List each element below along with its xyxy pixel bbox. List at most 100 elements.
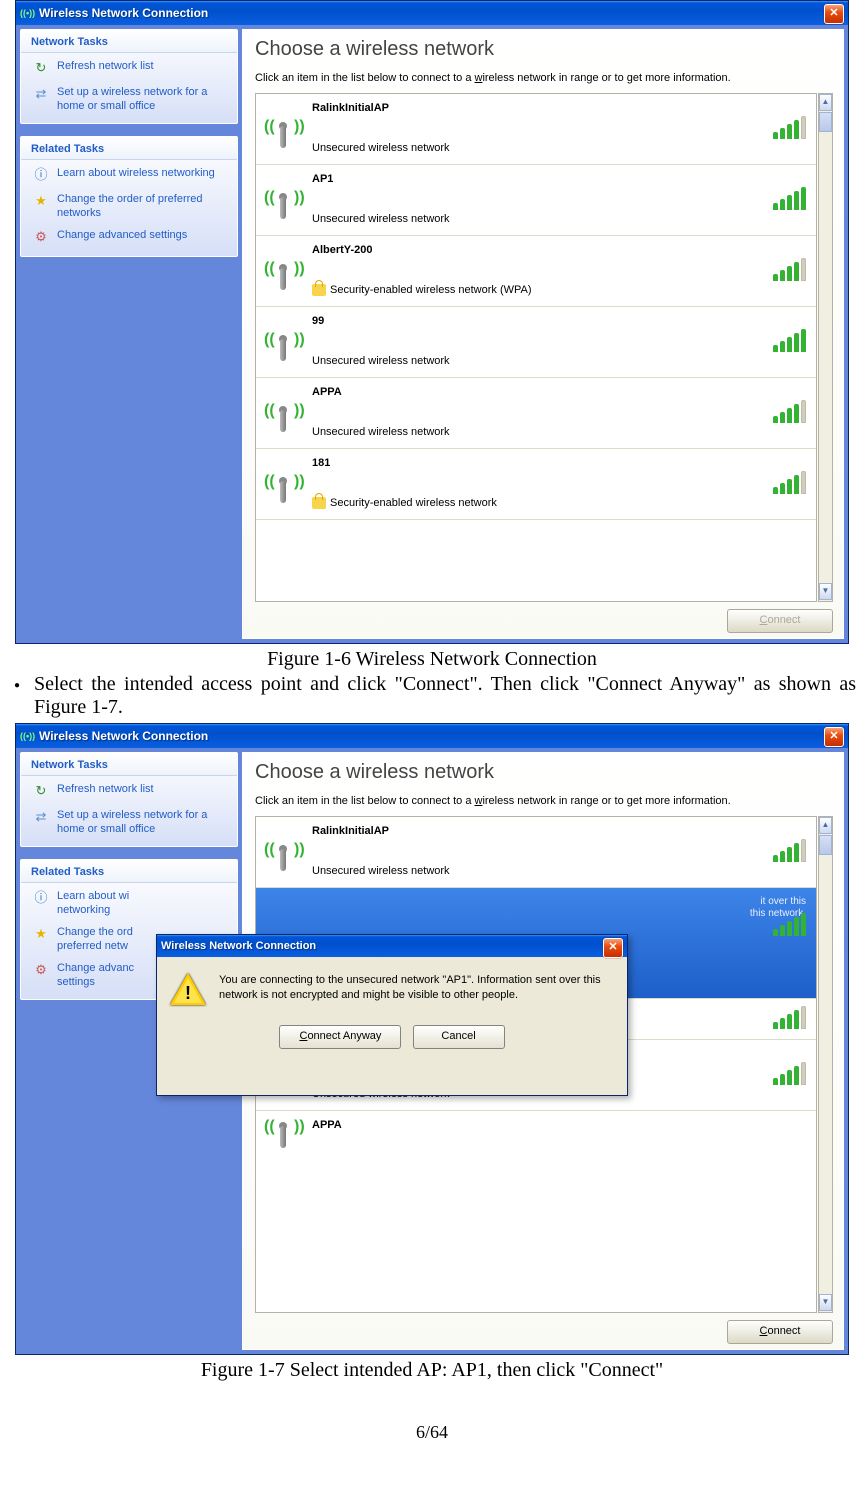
- wifi-icon: (()): [262, 392, 304, 434]
- scroll-up-button[interactable]: ▲: [819, 94, 832, 111]
- btn-rest: onnect: [767, 614, 800, 626]
- network-security: Security-enabled wireless network (WPA): [312, 284, 810, 296]
- dialog-titlebar[interactable]: Wireless Network Connection ✕: [157, 935, 627, 957]
- main-heading: Choose a wireless network: [255, 38, 833, 61]
- dialog-buttons: Connect Anyway Cancel: [157, 1017, 627, 1061]
- wireless-titlebar-icon: ((•)): [20, 6, 34, 20]
- sidebar-item-label: Set up a wireless network for a home or …: [57, 808, 229, 836]
- signal-strength-icon: [773, 916, 806, 936]
- sidebar-item-label: Refresh network list: [57, 782, 154, 796]
- btn-rest: onnect: [767, 1325, 800, 1337]
- desc-text: Click an item in the list below to conne…: [255, 795, 475, 807]
- network-item[interactable]: (()) APPA: [256, 1111, 816, 1147]
- dialog-title: Wireless Network Connection: [161, 940, 316, 952]
- connect-button[interactable]: Connect: [727, 609, 833, 633]
- panel-header: Related Tasks: [21, 137, 237, 160]
- signal-strength-icon: [773, 332, 806, 352]
- network-list[interactable]: (())RalinkInitialAPUnsecured wireless ne…: [255, 93, 817, 602]
- scroll-up-button[interactable]: ▲: [819, 817, 832, 834]
- connect-button[interactable]: Connect: [727, 1320, 833, 1344]
- network-item[interactable]: (()) APPA Unsecured wireless network: [256, 378, 816, 449]
- network-name: APPA: [312, 1119, 810, 1131]
- network-name: 99: [312, 315, 810, 327]
- dialog-message: You are connecting to the unsecured netw…: [219, 973, 613, 1007]
- main-heading: Choose a wireless network: [255, 761, 833, 784]
- desc-text: Click an item in the list below to conne…: [255, 72, 475, 84]
- sidebar-item-label: Set up a wireless network for a home or …: [57, 85, 229, 113]
- scroll-thumb[interactable]: [819, 112, 832, 132]
- titlebar[interactable]: ((•)) Wireless Network Connection ✕: [16, 724, 848, 748]
- refresh-network-list[interactable]: ↻ Refresh network list: [21, 776, 237, 802]
- network-security: Unsecured wireless network: [312, 355, 810, 367]
- titlebar-title: Wireless Network Connection: [39, 6, 208, 20]
- gear-icon: ⚙: [31, 961, 51, 979]
- refresh-network-list[interactable]: ↻ Refresh network list: [21, 53, 237, 79]
- network-item[interactable]: (()) 181 Security-enabled wireless network: [256, 449, 816, 520]
- sidebar-item-label: Change advanced settings: [57, 228, 187, 242]
- network-name: RalinkInitialAP: [312, 825, 810, 837]
- desc-text: ireless network in range or to get more …: [482, 72, 730, 84]
- star-icon: ★: [31, 925, 51, 943]
- close-button[interactable]: ✕: [824, 4, 844, 24]
- scroll-thumb[interactable]: [819, 835, 832, 855]
- network-name: AlbertY-200: [312, 244, 810, 256]
- titlebar[interactable]: ((•)) Wireless Network Connection ✕: [16, 1, 848, 25]
- change-order-preferred[interactable]: ★ Change the order of preferred networks: [21, 186, 237, 222]
- network-security: Unsecured wireless network: [312, 213, 810, 225]
- network-item[interactable]: (()) RalinkInitialAP Unsecured wireless …: [256, 817, 816, 888]
- sidebar-item-label: Learn about wireless networking: [57, 166, 215, 180]
- wifi-icon: (()): [262, 321, 304, 363]
- network-name: APPA: [312, 386, 810, 398]
- unsecured-warning-dialog: Wireless Network Connection ✕ ! You are …: [156, 934, 628, 1096]
- network-name: 181: [312, 457, 810, 469]
- network-list-wrap: (())RalinkInitialAPUnsecured wireless ne…: [255, 93, 833, 602]
- warning-icon: !: [171, 973, 205, 1007]
- star-icon: ★: [31, 192, 51, 210]
- network-item[interactable]: (())AlbertY-200Security-enabled wireless…: [256, 236, 816, 307]
- network-item[interactable]: (())AP1Unsecured wireless network: [256, 165, 816, 236]
- lock-icon: [312, 497, 326, 509]
- setup-wireless-network[interactable]: ⇄ Set up a wireless network for a home o…: [21, 79, 237, 115]
- scroll-down-button[interactable]: ▼: [819, 1294, 832, 1311]
- bottom-bar: Connect: [255, 602, 833, 636]
- window-fig1-7: ((•)) Wireless Network Connection ✕ Netw…: [15, 723, 849, 1355]
- network-item[interactable]: (()) 99 Unsecured wireless network: [256, 307, 816, 378]
- sidebar: Network Tasks ↻ Refresh network list ⇄ S…: [20, 29, 242, 639]
- wireless-titlebar-icon: ((•)): [20, 729, 34, 743]
- network-item[interactable]: (())RalinkInitialAPUnsecured wireless ne…: [256, 94, 816, 165]
- page-number: 6/64: [8, 1422, 856, 1443]
- lock-icon: [312, 284, 326, 296]
- wifi-icon: (()): [262, 831, 304, 873]
- connect-anyway-button[interactable]: Connect Anyway: [279, 1025, 401, 1049]
- signal-strength-icon: [773, 119, 806, 139]
- scroll-down-button[interactable]: ▼: [819, 583, 832, 600]
- signal-strength-icon: [773, 403, 806, 423]
- close-button[interactable]: ✕: [824, 727, 844, 747]
- btn-rest: onnect Anyway: [307, 1030, 381, 1042]
- setup-icon: ⇄: [31, 85, 51, 103]
- wifi-icon: (()): [262, 463, 304, 505]
- signal-strength-icon: [773, 842, 806, 862]
- desc-text: ireless network in range or to get more …: [482, 795, 730, 807]
- signal-strength-icon: [773, 190, 806, 210]
- panel-header: Related Tasks: [21, 860, 237, 883]
- bottom-bar: Connect: [255, 1313, 833, 1347]
- scrollbar[interactable]: ▲ ▼: [818, 816, 833, 1313]
- cancel-button[interactable]: Cancel: [413, 1025, 505, 1049]
- wifi-icon: (()): [262, 1108, 304, 1150]
- sidebar-item-label: Change advancsettings: [57, 961, 134, 989]
- refresh-icon: ↻: [31, 59, 51, 77]
- scrollbar[interactable]: ▲ ▼: [818, 93, 833, 602]
- setup-icon: ⇄: [31, 808, 51, 826]
- signal-strength-icon: [773, 261, 806, 281]
- network-security: Security-enabled wireless network: [312, 497, 810, 509]
- figure-1-7-caption: Figure 1-7 Select intended AP: AP1, then…: [8, 1359, 856, 1382]
- setup-wireless-network[interactable]: ⇄ Set up a wireless network for a home o…: [21, 802, 237, 838]
- related-tasks-panel: Related Tasks ⓘ Learn about wireless net…: [20, 136, 238, 257]
- network-security: Unsecured wireless network: [312, 426, 810, 438]
- main-pane: Choose a wireless network Click an item …: [242, 29, 844, 639]
- dialog-close-button[interactable]: ✕: [603, 938, 623, 958]
- learn-about-wireless[interactable]: ⓘ Learn about wireless networking: [21, 160, 237, 186]
- change-advanced-settings[interactable]: ⚙ Change advanced settings: [21, 222, 237, 248]
- learn-about-wireless[interactable]: ⓘ Learn about winetworking: [21, 883, 237, 919]
